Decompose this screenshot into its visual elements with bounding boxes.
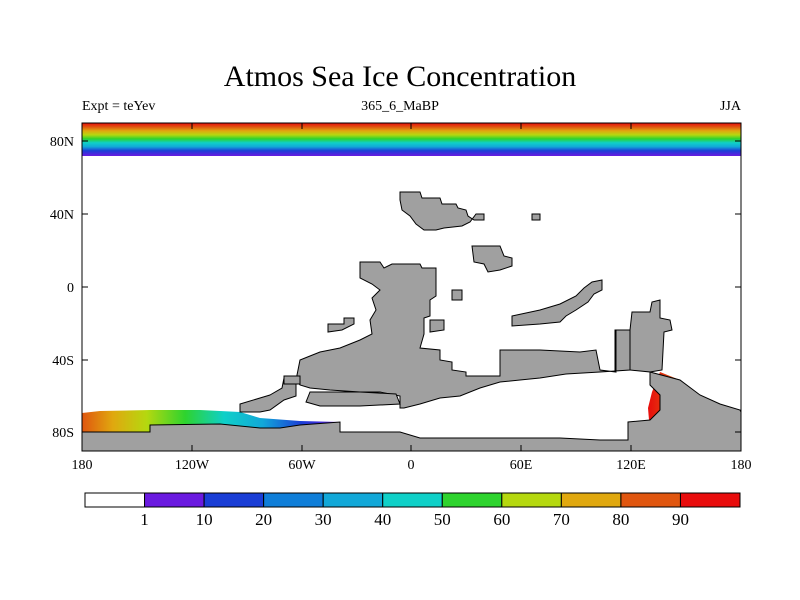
- colorbar-label-70: 70: [553, 510, 570, 529]
- lon-tick-0: 0: [408, 458, 415, 473]
- lon-tick-120e: 120E: [616, 458, 646, 473]
- map-title: Atmos Sea Ice Concentration: [223, 60, 577, 93]
- lat-tick-0: 0: [67, 281, 74, 296]
- colorbar-label-80: 80: [612, 510, 629, 529]
- period-label: 365_6_MaBP: [361, 99, 439, 114]
- colorbar-box-7: [501, 492, 562, 508]
- lat-tick-40n: 40N: [50, 208, 74, 223]
- lon-axis: [81, 123, 742, 451]
- north-block-land: [399, 191, 485, 231]
- experiment-label: Expt = teYev: [82, 99, 156, 114]
- colorbar-label-10: 10: [196, 510, 213, 529]
- lon-tick-60e: 60E: [510, 458, 533, 473]
- colorbar-label-60: 60: [493, 510, 510, 529]
- colorbar-box-3: [263, 492, 324, 508]
- lon-tick-180w: 180: [72, 458, 93, 473]
- tiny-island-a: [451, 289, 463, 301]
- lon-tick-60w: 60W: [288, 458, 316, 473]
- colorbar-label-1: 1: [140, 510, 149, 529]
- lat-axis: [82, 140, 741, 433]
- colorbar-box-0: [84, 492, 146, 508]
- south-east-island-land: [511, 279, 603, 327]
- lon-tick-180e: 180: [731, 458, 752, 473]
- small-mid-island: [429, 319, 445, 333]
- africa-land: [295, 261, 631, 409]
- colorbar: [84, 492, 741, 508]
- colorbar-label-50: 50: [434, 510, 451, 529]
- colorbar-label-90: 90: [672, 510, 689, 529]
- colorbar-box-5: [382, 492, 443, 508]
- central-continent-gap: [305, 391, 401, 407]
- small-west-island: [327, 317, 355, 333]
- lat-tick-80s: 80S: [52, 426, 74, 441]
- antarctica-land: [81, 299, 742, 452]
- east-island-land: [471, 245, 513, 273]
- colorbar-box-1: [144, 492, 205, 508]
- lat-tick-40s: 40S: [52, 354, 74, 369]
- colorbar-box-4: [322, 492, 384, 508]
- lon-tick-120w: 120W: [175, 458, 210, 473]
- tiny-island-b: [531, 213, 541, 221]
- colorbar-label-30: 30: [315, 510, 332, 529]
- land-masses: [81, 191, 742, 452]
- season-label: JJA: [719, 99, 741, 114]
- colorbar-box-10: [679, 492, 741, 508]
- tiny-island-c: [283, 375, 301, 385]
- colorbar-label-40: 40: [374, 510, 391, 529]
- colorbar-label-20: 20: [255, 510, 272, 529]
- lat-tick-80n: 80N: [50, 135, 74, 150]
- colorbar-box-2: [203, 492, 265, 508]
- colorbar-labels: 1 10 20 30 40 50 60 70 80 90: [140, 510, 689, 529]
- colorbar-box-9: [620, 492, 681, 508]
- colorbar-box-6: [441, 492, 503, 508]
- colorbar-box-8: [560, 492, 622, 508]
